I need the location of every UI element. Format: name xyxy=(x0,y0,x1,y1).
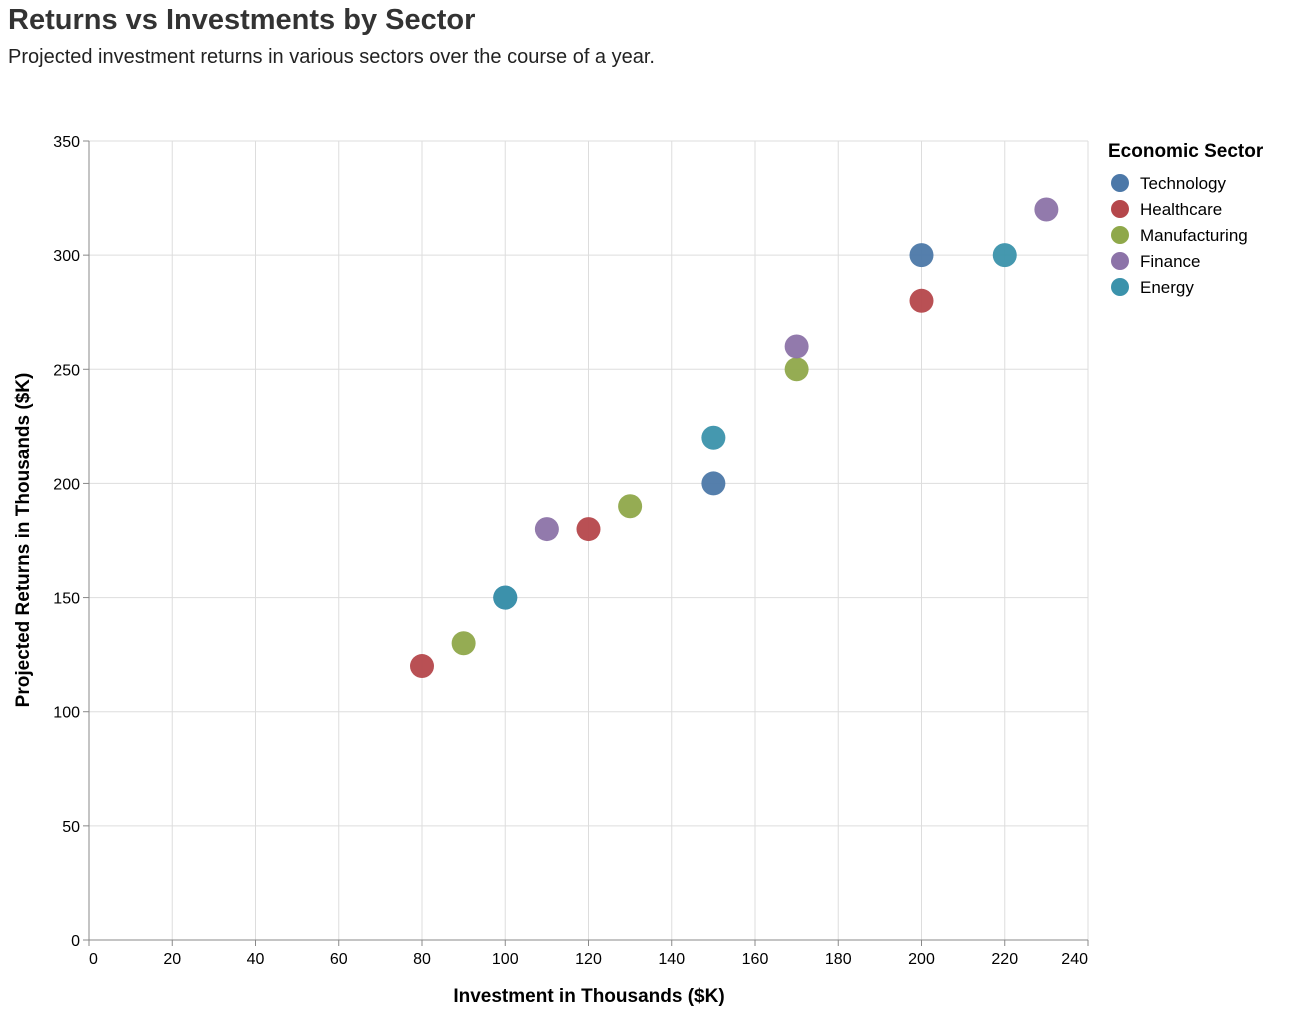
data-point-healthcare xyxy=(576,517,601,542)
legend-symbol-healthcare xyxy=(1111,200,1129,218)
axes: 0 20 40 60 80 100 120 140 160 180 200 220 240 0 50 100 1… xyxy=(53,134,1089,968)
x-tick-label: 240 xyxy=(1061,951,1088,968)
y-tick-label: 350 xyxy=(53,134,80,151)
y-tick-label: 50 xyxy=(62,819,80,836)
data-point-technology xyxy=(909,243,934,268)
legend: Economic Sector Technology Healthcare Manu… xyxy=(1108,141,1264,297)
data-point-healthcare xyxy=(909,288,934,313)
x-tick-label: 200 xyxy=(908,951,935,968)
data-point-manufacturing xyxy=(451,631,476,656)
y-tick-label: 0 xyxy=(71,933,80,950)
legend-symbol-manufacturing xyxy=(1111,226,1129,244)
data-point-healthcare xyxy=(410,654,434,679)
data-point-finance xyxy=(1034,197,1059,222)
legend-label-energy: Energy xyxy=(1140,278,1194,297)
chart-subtitle: Projected investment returns in various … xyxy=(8,46,655,68)
data-point-energy xyxy=(992,243,1017,268)
x-tick-label: 180 xyxy=(825,951,852,968)
data-point-manufacturing xyxy=(784,357,809,382)
x-tick-label: 0 xyxy=(89,951,98,968)
y-tick-label: 300 xyxy=(53,248,80,265)
x-tick-label: 140 xyxy=(658,951,685,968)
y-tick-label: 100 xyxy=(53,705,80,722)
legend-symbol-energy xyxy=(1111,278,1129,296)
legend-label-manufacturing: Manufacturing xyxy=(1140,226,1248,245)
data-point-technology xyxy=(701,471,726,496)
x-tick-label: 160 xyxy=(742,951,769,968)
data-point-finance xyxy=(534,517,559,542)
data-point-finance xyxy=(784,334,809,359)
x-tick-label: 40 xyxy=(247,951,265,968)
x-tick-label: 100 xyxy=(492,951,519,968)
x-tick-label: 20 xyxy=(163,951,181,968)
y-tick-label: 250 xyxy=(53,362,80,379)
x-tick-label: 60 xyxy=(330,951,348,968)
x-axis-title: Investment in Thousands ($K) xyxy=(453,986,724,1007)
x-tick-label: 220 xyxy=(991,951,1018,968)
data-point-energy xyxy=(701,425,726,450)
y-tick-label: 200 xyxy=(53,476,80,493)
legend-label-healthcare: Healthcare xyxy=(1140,200,1222,219)
data-point-manufacturing xyxy=(618,494,643,519)
legend-symbol-technology xyxy=(1111,174,1129,192)
x-tick-label: 80 xyxy=(413,951,431,968)
legend-label-finance: Finance xyxy=(1140,252,1200,271)
data-points xyxy=(410,197,1059,679)
legend-title: Economic Sector xyxy=(1108,141,1264,162)
data-point-energy xyxy=(493,585,518,610)
y-tick-label: 150 xyxy=(53,591,80,608)
chart-title: Returns vs Investments by Sector xyxy=(8,4,476,36)
legend-label-technology: Technology xyxy=(1140,174,1227,193)
y-axis-title: Projected Returns in Thousands ($K) xyxy=(13,373,34,708)
legend-symbol-finance xyxy=(1111,252,1129,270)
x-tick-label: 120 xyxy=(575,951,602,968)
